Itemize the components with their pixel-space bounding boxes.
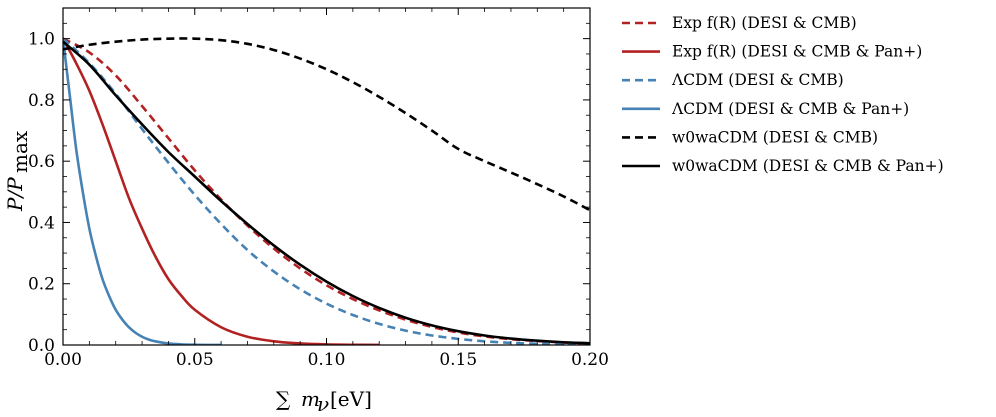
legend-label-cdm-desi-cmb-pan: ΛCDM (DESI & CMB & Pan+) (671, 100, 909, 118)
x-tick-label: 0.05 (176, 350, 214, 370)
y-tick-label: 0.6 (28, 152, 55, 172)
x-tick-label: 0.10 (308, 350, 346, 370)
x-tick-label: 0.00 (44, 350, 82, 370)
y-axis: 0.0 0.2 0.4 0.6 0.8 1.0 (28, 22, 590, 356)
x-axis: 0.00 0.05 0.10 0.15 0.20 (44, 8, 609, 370)
svg-text:ν: ν (317, 392, 329, 416)
series-line-w0wacdm-desi-cmb (63, 37, 590, 212)
x-axis-label: ∑ m ν [eV] (276, 387, 372, 416)
legend-label-w0wacdm-desi-cmb: w0waCDM (DESI & CMB) (672, 128, 878, 146)
svg-text:P/P: P/P (3, 177, 27, 212)
legend: Exp f(R) (DESI & CMB) Exp f(R) (DESI & CM… (622, 14, 944, 175)
svg-text:m: m (301, 387, 320, 411)
legend-label-w0wacdm-desi-cmb-pan: w0waCDM (DESI & CMB & Pan+) (672, 157, 944, 175)
x-tick-label: 0.15 (439, 350, 477, 370)
x-tick-label: 0.20 (571, 350, 609, 370)
series-line-cdm-desi-cmb (63, 37, 590, 345)
svg-text:∑: ∑ (276, 387, 291, 411)
y-axis-label: P/P max (3, 130, 32, 212)
svg-text:[eV]: [eV] (330, 387, 372, 411)
plot-area (63, 8, 590, 345)
y-tick-label: 1.0 (28, 30, 55, 50)
series-line-cdm-desi-cmb-pan (63, 38, 222, 345)
legend-label-cdm-desi-cmb: ΛCDM (DESI & CMB) (671, 71, 844, 89)
svg-text:max: max (8, 130, 32, 173)
y-tick-label: 0.0 (28, 336, 55, 356)
y-tick-label: 0.4 (28, 213, 55, 233)
series-line-w0wacdm-desi-cmb-pan (63, 40, 590, 345)
y-tick-label: 0.2 (28, 275, 55, 295)
series-layer (63, 37, 590, 345)
y-tick-label: 0.8 (28, 91, 55, 111)
series-line-exp-f-r-desi-cmb-pan (63, 38, 380, 345)
legend-label-exp-f-r-desi-cmb-pan: Exp f(R) (DESI & CMB & Pan+) (672, 43, 922, 61)
legend-label-exp-f-r-desi-cmb: Exp f(R) (DESI & CMB) (672, 14, 857, 32)
